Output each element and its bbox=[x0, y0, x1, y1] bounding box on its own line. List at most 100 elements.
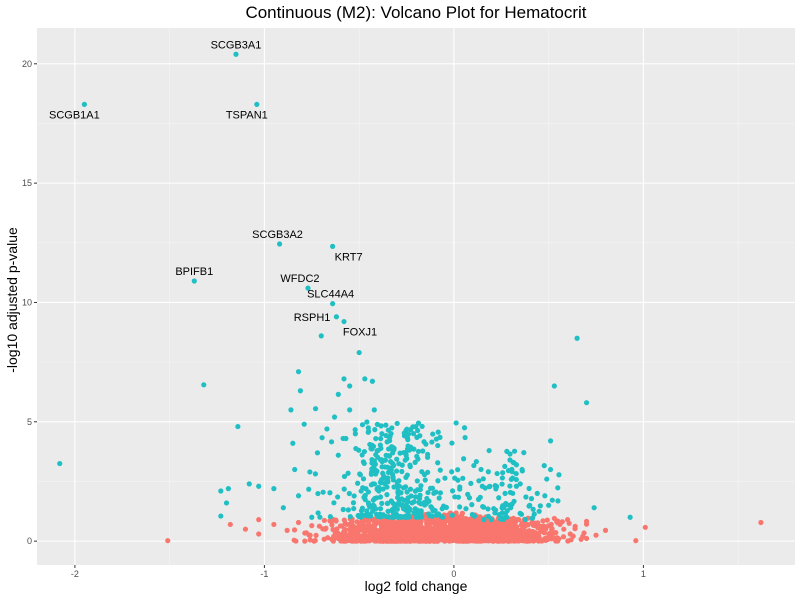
not-significant-point bbox=[339, 523, 345, 529]
significant-point bbox=[356, 349, 362, 356]
not-significant-point bbox=[602, 527, 609, 533]
significant-point bbox=[522, 516, 528, 523]
significant-point bbox=[395, 491, 401, 497]
significant-point bbox=[327, 490, 333, 496]
not-significant-point bbox=[486, 523, 492, 529]
significant-point bbox=[288, 407, 294, 413]
significant-point bbox=[591, 505, 597, 511]
gene-label: SLC44A4 bbox=[307, 289, 354, 301]
significant-point bbox=[347, 514, 353, 520]
gene-label: KRT7 bbox=[335, 251, 363, 263]
significant-point bbox=[457, 486, 463, 492]
significant-point bbox=[358, 508, 365, 514]
significant-point bbox=[355, 512, 361, 519]
significant-point bbox=[465, 491, 471, 497]
significant-point bbox=[508, 505, 514, 511]
significant-point bbox=[574, 335, 580, 341]
not-significant-point bbox=[321, 517, 327, 524]
significant-point bbox=[352, 431, 358, 437]
significant-point bbox=[341, 318, 347, 325]
significant-point bbox=[534, 490, 540, 496]
plot-panel bbox=[37, 28, 795, 565]
not-significant-point bbox=[372, 529, 378, 535]
not-significant-point bbox=[556, 536, 562, 542]
not-significant-point bbox=[544, 535, 550, 541]
significant-point bbox=[509, 469, 515, 475]
not-significant-point bbox=[396, 538, 402, 544]
gene-label: FOXJ1 bbox=[343, 327, 377, 339]
significant-point bbox=[386, 434, 392, 440]
significant-point bbox=[345, 507, 351, 513]
significant-point bbox=[393, 468, 400, 474]
significant-point bbox=[486, 484, 492, 490]
significant-point bbox=[81, 101, 87, 107]
significant-point bbox=[378, 479, 384, 485]
significant-point bbox=[218, 513, 224, 519]
significant-point bbox=[485, 506, 491, 512]
significant-point bbox=[496, 512, 502, 518]
significant-point bbox=[362, 496, 368, 503]
not-significant-point bbox=[421, 538, 428, 544]
significant-point bbox=[437, 467, 443, 473]
significant-point bbox=[541, 463, 547, 469]
significant-point bbox=[511, 448, 518, 454]
not-significant-point bbox=[418, 532, 424, 538]
not-significant-point bbox=[387, 523, 393, 530]
not-significant-point bbox=[329, 522, 335, 528]
significant-point bbox=[476, 478, 482, 484]
significant-point bbox=[504, 514, 510, 520]
not-significant-point bbox=[531, 536, 537, 542]
not-significant-point bbox=[470, 524, 476, 530]
not-significant-point bbox=[256, 531, 262, 537]
gene-label: SCGB3A2 bbox=[252, 229, 303, 241]
significant-point bbox=[500, 470, 506, 476]
significant-point bbox=[480, 503, 486, 510]
significant-point bbox=[449, 512, 455, 518]
not-significant-point bbox=[414, 530, 420, 536]
significant-point bbox=[382, 464, 388, 470]
significant-point bbox=[492, 507, 499, 513]
significant-point bbox=[376, 484, 382, 490]
significant-point bbox=[455, 477, 461, 483]
significant-point bbox=[358, 488, 364, 494]
significant-point bbox=[379, 500, 385, 506]
x-tick-label: -2 bbox=[71, 569, 79, 579]
gene-label: RSPH1 bbox=[294, 312, 331, 324]
not-significant-point bbox=[758, 519, 764, 526]
significant-point bbox=[455, 467, 461, 473]
not-significant-point bbox=[533, 523, 539, 529]
significant-point bbox=[404, 514, 410, 520]
significant-point bbox=[457, 504, 463, 510]
not-significant-point bbox=[416, 522, 422, 528]
not-significant-point bbox=[478, 537, 484, 544]
not-significant-point bbox=[382, 533, 388, 539]
significant-point bbox=[429, 439, 435, 445]
significant-point bbox=[331, 414, 338, 420]
significant-point bbox=[414, 453, 420, 459]
significant-point bbox=[394, 479, 400, 485]
not-significant-point bbox=[327, 518, 333, 524]
not-significant-point bbox=[354, 538, 360, 544]
significant-point bbox=[312, 406, 319, 412]
significant-point bbox=[362, 512, 368, 518]
not-significant-point bbox=[227, 521, 233, 528]
significant-point bbox=[315, 510, 321, 516]
gene-label: WFDC2 bbox=[280, 273, 319, 285]
significant-point bbox=[410, 424, 416, 430]
significant-point bbox=[369, 456, 375, 463]
not-significant-point bbox=[495, 536, 502, 542]
significant-point bbox=[412, 488, 418, 494]
significant-point bbox=[406, 447, 413, 453]
significant-point bbox=[412, 459, 418, 465]
significant-point bbox=[404, 472, 410, 478]
significant-point bbox=[435, 478, 441, 484]
significant-point bbox=[246, 481, 252, 487]
not-significant-point bbox=[548, 529, 554, 536]
significant-point bbox=[343, 435, 349, 442]
significant-point bbox=[347, 383, 353, 389]
significant-point bbox=[528, 496, 535, 502]
significant-point bbox=[365, 500, 372, 506]
not-significant-point bbox=[535, 531, 541, 537]
significant-point bbox=[375, 447, 381, 454]
significant-point bbox=[547, 466, 554, 473]
